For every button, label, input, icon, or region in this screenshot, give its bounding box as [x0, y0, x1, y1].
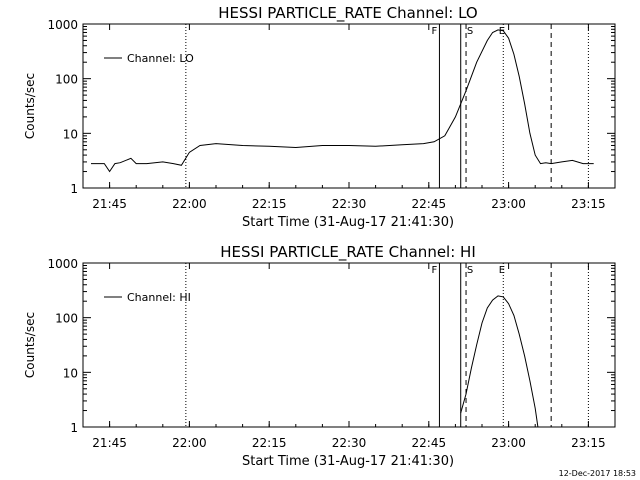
- y-tick-label: 1: [70, 421, 78, 435]
- chart-hi-legend-label: Channel: HI: [127, 291, 191, 304]
- chart-lo-title: HESSI PARTICLE_RATE Channel: LO: [218, 4, 477, 23]
- x-tick-label: 21:45: [92, 197, 127, 211]
- chart-hi-title: HESSI PARTICLE_RATE Channel: HI: [220, 243, 476, 262]
- x-tick-label: 22:00: [172, 197, 207, 211]
- x-tick-label: 22:15: [252, 436, 287, 450]
- chart-lo-legend-label: Channel: LO: [127, 52, 194, 65]
- y-tick-label: 1: [70, 182, 78, 196]
- x-tick-label: 22:00: [172, 436, 207, 450]
- flag-label-e: E: [499, 265, 505, 276]
- chart-lo-series-line: [91, 29, 594, 173]
- flag-label-f: F: [432, 26, 438, 37]
- chart-lo-x-ticks: 21:45 22:00 22:15 22:30 22:45 23:00 23:15: [92, 24, 606, 211]
- chart-hi-ylabel: Counts/sec: [23, 312, 37, 378]
- chart-hi-series-line: [460, 295, 539, 428]
- footer-timestamp: 12-Dec-2017 18:53: [559, 469, 636, 478]
- chart-lo-frame: [82, 23, 616, 189]
- chart-lo-ylabel: Counts/sec: [23, 73, 37, 139]
- x-tick-label: 23:00: [491, 197, 526, 211]
- chart-hi-y-ticks: 1000 100 10 1: [47, 257, 615, 435]
- x-tick-label: 22:30: [332, 436, 367, 450]
- flag-label-f: F: [432, 265, 438, 276]
- x-tick-label: 22:45: [412, 197, 447, 211]
- chart-hi-xlabel: Start Time (31-Aug-17 21:41:30): [242, 454, 454, 469]
- x-tick-label: 22:15: [252, 197, 287, 211]
- chart-lo-xlabel: Start Time (31-Aug-17 21:41:30): [242, 215, 454, 230]
- y-tick-label: 100: [55, 312, 78, 326]
- x-tick-label: 23:15: [571, 436, 606, 450]
- x-tick-label: 22:30: [332, 197, 367, 211]
- flag-label-s: S: [467, 265, 473, 276]
- chart-hi-x-ticks: 21:45 22:00 22:15 22:30 22:45 23:00 23:15: [92, 263, 606, 450]
- chart-hi-frame: [82, 262, 616, 428]
- flag-label-e: E: [499, 26, 505, 37]
- y-tick-label: 1000: [47, 257, 78, 271]
- x-tick-label: 23:00: [491, 436, 526, 450]
- x-tick-label: 23:15: [571, 197, 606, 211]
- chart-lo-y-ticks: 1000 100 10 1: [47, 18, 615, 196]
- x-tick-label: 22:45: [412, 436, 447, 450]
- flag-label-s: S: [467, 26, 473, 37]
- y-tick-label: 10: [63, 366, 78, 380]
- x-tick-label: 21:45: [92, 436, 127, 450]
- y-tick-label: 100: [55, 73, 78, 87]
- y-tick-label: 1000: [47, 18, 78, 32]
- chart-lo: HESSI PARTICLE_RATE Channel: LO Counts/s…: [23, 4, 616, 230]
- chart-hi: HESSI PARTICLE_RATE Channel: HI Counts/s…: [23, 243, 616, 469]
- y-tick-label: 10: [63, 127, 78, 141]
